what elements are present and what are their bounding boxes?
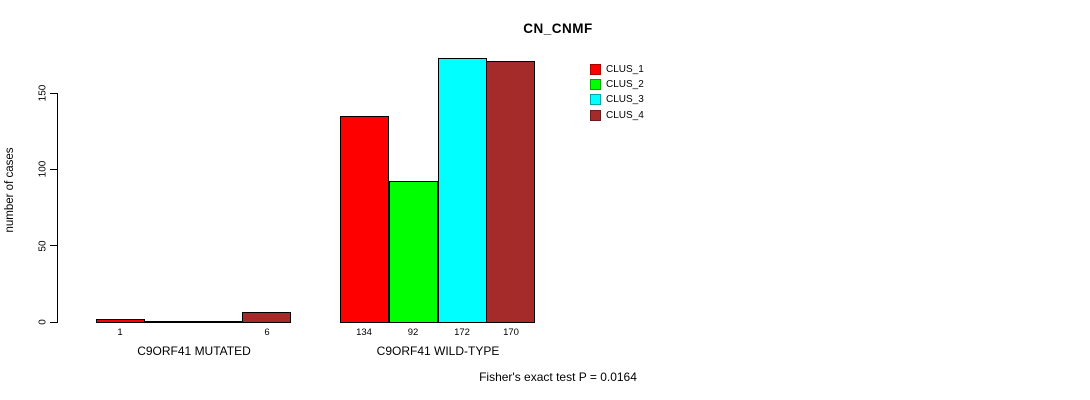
- bar-clus_1-group2: [340, 116, 389, 323]
- group-label: C9ORF41 WILD-TYPE: [376, 344, 500, 358]
- bar-clus_2-group2: [389, 181, 438, 323]
- y-tick-mark: [50, 321, 57, 323]
- legend-item-clus_1: CLUS_1: [590, 64, 644, 75]
- bar-value-label: 170: [503, 327, 519, 338]
- legend-label: CLUS_4: [606, 109, 644, 121]
- legend-label: CLUS_1: [606, 64, 644, 75]
- bar-clus_3-group2: [438, 58, 487, 323]
- bar-clus_4-group2: [486, 61, 535, 323]
- bar-value-label: 172: [454, 327, 470, 338]
- bar-value-label: 134: [356, 327, 372, 338]
- y-axis-label: number of cases: [4, 147, 16, 233]
- legend-swatch-icon: [590, 64, 601, 75]
- chart-title: CN_CNMF: [523, 21, 593, 36]
- bar-clus_1-group1: [96, 319, 145, 323]
- y-tick-label: 0: [37, 319, 49, 325]
- legend-swatch-icon: [590, 94, 601, 106]
- bar-clus_3-group1: [194, 321, 243, 323]
- y-tick-mark: [50, 168, 57, 170]
- y-tick-label: 50: [37, 240, 49, 252]
- bar-value-label: 6: [264, 327, 270, 338]
- y-tick-mark: [50, 92, 57, 94]
- legend-label: CLUS_3: [606, 94, 644, 106]
- legend-swatch-icon: [590, 109, 601, 121]
- group-label: C9ORF41 MUTATED: [137, 344, 251, 358]
- legend-swatch-icon: [590, 79, 601, 91]
- legend-item-clus_3: CLUS_3: [590, 94, 644, 106]
- legend-item-clus_4: CLUS_4: [590, 109, 644, 121]
- bar-value-label: 92: [407, 327, 419, 338]
- fisher-test-note: Fisher's exact test P = 0.0164: [479, 370, 637, 384]
- y-tick-label: 150: [37, 84, 49, 102]
- bar-value-label: 1: [117, 327, 123, 338]
- y-tick-mark: [50, 245, 57, 247]
- legend-item-clus_2: CLUS_2: [590, 79, 644, 91]
- y-tick-label: 100: [37, 160, 49, 178]
- legend: CLUS_1 CLUS_2 CLUS_3 CLUS_4: [590, 64, 644, 123]
- bar-clus_4-group1: [242, 312, 291, 323]
- bar-clus_2-group1: [145, 321, 194, 323]
- y-axis-line: [57, 93, 58, 323]
- legend-label: CLUS_2: [606, 79, 644, 91]
